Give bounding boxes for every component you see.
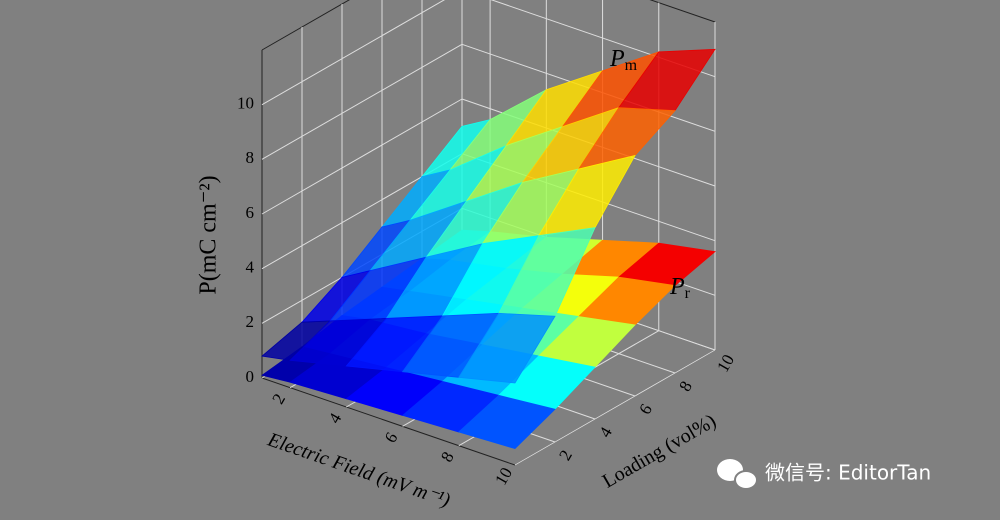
box-edge: [261, 0, 350, 51]
z-tick-label: 2: [246, 312, 255, 331]
annotation-sub: r: [685, 285, 691, 302]
annotation-text: P: [669, 274, 685, 300]
box-edge: [649, 0, 716, 23]
surface-patch: [458, 312, 556, 384]
x-axis-label: Electric Field (mV m⁻¹): [264, 428, 453, 511]
x-tick-label: 8: [437, 448, 458, 465]
y-axis-label: Loading (vol%): [599, 410, 720, 493]
watermark: 微信号: EditorTan: [765, 461, 931, 485]
y-tick-label: 10: [713, 351, 738, 375]
grid-line: [261, 43, 463, 160]
z-tick-label: 4: [246, 258, 255, 277]
y-tick-label: 6: [635, 401, 656, 418]
box-edge: [261, 377, 516, 466]
annotation-pm: Pm: [609, 46, 638, 74]
annotation-pr: Pr: [669, 274, 691, 302]
z-tick-label: 8: [246, 148, 255, 167]
z-axis-label: P(mC cm⁻²): [196, 175, 222, 294]
watermark-icon: [717, 459, 758, 490]
surfaces: [261, 48, 716, 450]
y-tick-label: 2: [555, 447, 576, 464]
x-tick-label: 10: [491, 464, 516, 488]
grid-line: [261, 98, 463, 215]
x-tick-label: 6: [381, 429, 402, 446]
grid-line: [261, 0, 446, 106]
z-tick-label: 6: [246, 203, 255, 222]
z-tick-label: 0: [246, 367, 255, 386]
annotation-text: P: [609, 46, 625, 72]
annotation-sub: m: [625, 57, 638, 74]
surface-patch: [457, 394, 556, 450]
grid-line: [514, 349, 716, 466]
z-tick-label: 10: [237, 94, 254, 113]
x-tick-label: 2: [268, 390, 289, 407]
x-tick-label: 4: [325, 409, 346, 426]
y-tick-label: 8: [675, 378, 696, 395]
y-tick-label: 4: [595, 423, 616, 440]
